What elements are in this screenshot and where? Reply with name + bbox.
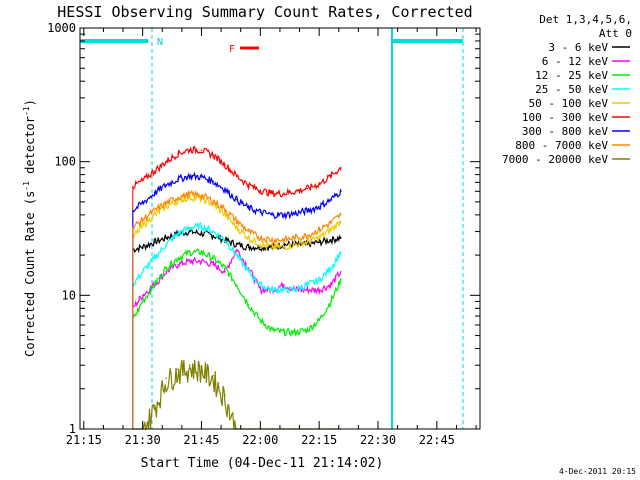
series-layer	[132, 145, 342, 432]
y-tick-label: 100	[54, 155, 76, 169]
x-tick-label: 21:45	[183, 433, 219, 447]
y-axis-label-end: )	[23, 99, 37, 106]
data-point	[306, 187, 309, 190]
data-point	[165, 377, 167, 379]
flare-flag-label: F	[229, 44, 235, 55]
data-point	[247, 270, 250, 273]
legend-header-attenuator: Att 0	[599, 27, 632, 40]
observing-flags	[80, 28, 464, 429]
legend-item-label: 800 - 7000 keV	[515, 139, 608, 152]
legend-item: 6 - 12 keV	[542, 55, 630, 68]
plot-timestamp: 4-Dec-2011 20:15	[559, 467, 636, 476]
legend-item: 25 - 50 keV	[535, 83, 630, 96]
x-tick-label: 22:15	[301, 433, 337, 447]
legend-item: 300 - 800 keV	[522, 125, 630, 138]
data-point	[212, 234, 215, 237]
data-point	[177, 263, 179, 266]
y-axis-label-sup1: -1	[22, 181, 31, 191]
data-point	[330, 267, 332, 269]
y-axis-label-main: Corrected Count Rate (s	[23, 191, 37, 357]
y-axis-label: Corrected Count Rate (s-1 detector-1)	[22, 99, 37, 357]
series-line	[132, 189, 342, 245]
data-point	[259, 283, 262, 286]
data-point	[153, 209, 156, 212]
data-point	[200, 149, 203, 151]
legend-item: 12 - 25 keV	[535, 69, 630, 82]
x-tick-label: 22:00	[242, 433, 278, 447]
legend-item-label: 25 - 50 keV	[535, 83, 608, 96]
y-tick-label: 1000	[47, 21, 76, 35]
y-axis-ticks: 1 10 100 1000	[47, 21, 480, 436]
series-line	[132, 171, 342, 221]
legend-item-label: 300 - 800 keV	[522, 125, 608, 138]
legend-item: 800 - 7000 keV	[515, 139, 630, 152]
legend-item-label: 50 - 100 keV	[529, 97, 609, 110]
data-point	[247, 230, 250, 233]
data-point	[188, 193, 191, 196]
y-tick-label: 1	[69, 422, 76, 436]
series-line	[132, 221, 342, 294]
series-800-to-7000keV-keV	[132, 189, 342, 429]
series-line	[132, 145, 342, 198]
chart-title: HESSI Observing Summary Count Rates, Cor…	[57, 3, 472, 21]
legend-header-detectors: Det 1,3,4,5,6,	[539, 13, 632, 26]
x-tick-label: 22:30	[360, 433, 396, 447]
data-point	[271, 329, 273, 331]
x-tick-label: 21:30	[125, 433, 161, 447]
x-axis-label: Start Time (04-Dec-11 21:14:02)	[141, 456, 384, 471]
data-point	[153, 214, 156, 216]
night-flag-label: N	[157, 37, 163, 48]
y-axis-label-sup2: -1	[22, 106, 31, 116]
series-12-to-25keV-keV	[132, 248, 342, 429]
data-point	[235, 248, 238, 251]
legend-item: 100 - 300 keV	[522, 111, 630, 124]
legend-item: 3 - 6 keV	[548, 41, 630, 54]
legend-item-label: 100 - 300 keV	[522, 111, 608, 124]
data-point	[153, 170, 156, 172]
data-point	[224, 239, 226, 241]
legend-item: 7000 - 20000 keV	[502, 153, 630, 166]
legend-item: 50 - 100 keV	[529, 97, 630, 110]
y-tick-label: 10	[62, 288, 76, 302]
data-point	[318, 205, 320, 208]
legend-item-label: 7000 - 20000 keV	[502, 153, 608, 166]
data-point	[247, 267, 250, 269]
series-100-to-300keV-keV	[132, 145, 342, 429]
series-line	[132, 192, 342, 252]
y-axis-label-mid: detector	[23, 116, 37, 181]
legend-item-label: 3 - 6 keV	[548, 41, 608, 54]
legend-item-label: 12 - 25 keV	[535, 69, 608, 82]
series-line	[132, 359, 341, 432]
series-line	[132, 248, 342, 337]
x-tick-label: 22:45	[419, 433, 455, 447]
series-50-to-100keV-keV	[132, 192, 342, 429]
plot-area: 1 10 100 1000 21:15 21:30 21:45 22:00 22:15 22:3…	[47, 21, 481, 447]
data-point	[339, 270, 342, 273]
legend-item-label: 6 - 12 keV	[542, 55, 609, 68]
x-tick-label: 21:15	[66, 433, 102, 447]
data-point	[188, 364, 191, 367]
x-axis-ticks: 21:15 21:30 21:45 22:00 22:15 22:30 22:45	[66, 28, 477, 447]
series-line	[132, 249, 342, 308]
series-7000-to-20000keV-keV	[132, 359, 342, 432]
data-point	[259, 243, 262, 246]
